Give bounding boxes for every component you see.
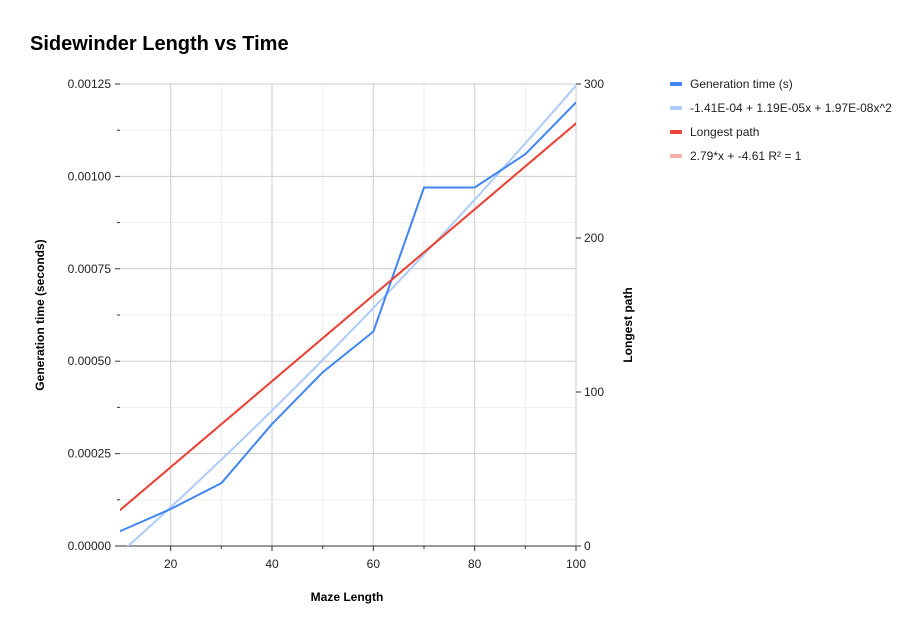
series-group bbox=[120, 84, 576, 546]
y-tick-label: 0.00025 bbox=[68, 447, 112, 461]
x-tick-label: 80 bbox=[468, 557, 482, 571]
y2-axis-title: Longest path bbox=[621, 287, 635, 362]
generation-time-line bbox=[120, 101, 576, 533]
x-tick-label: 20 bbox=[164, 557, 178, 571]
longest-path-line bbox=[120, 122, 576, 512]
y-tick-label: 0.00125 bbox=[68, 77, 112, 91]
y2-tick-label: 100 bbox=[584, 385, 604, 399]
legend-label: Longest path bbox=[690, 125, 759, 139]
legend-swatch bbox=[670, 130, 682, 134]
y-tick-label: 0.00100 bbox=[68, 169, 112, 183]
x-tick-label: 40 bbox=[265, 557, 279, 571]
legend-swatch bbox=[670, 82, 682, 86]
x-tick-label: 100 bbox=[566, 557, 586, 571]
legend: Generation time (s) -1.41E-04 + 1.19E-05x… bbox=[670, 77, 892, 163]
plot-area bbox=[120, 84, 576, 546]
y-tick-label: 0.00075 bbox=[68, 262, 112, 276]
y2-tick-label: 0 bbox=[584, 539, 591, 553]
axes: 0.00000 0.00025 0.00050 0.00075 0.00100 0.001… bbox=[68, 77, 605, 571]
legend-swatch bbox=[670, 106, 682, 110]
grid bbox=[120, 83, 577, 547]
chart-title: Sidewinder Length vs Time bbox=[30, 33, 289, 55]
y-tick-label: 0.00050 bbox=[68, 354, 112, 368]
generation-time-trendline bbox=[126, 84, 576, 546]
x-tick-label: 60 bbox=[367, 557, 381, 571]
x-axis-title: Maze Length bbox=[311, 590, 384, 604]
y2-tick-label: 200 bbox=[584, 231, 604, 245]
y-axis-title: Generation time (seconds) bbox=[33, 239, 47, 390]
legend-label: -1.41E-04 + 1.19E-05x + 1.97E-08x^2 bbox=[690, 101, 892, 115]
legend-label: Generation time (s) bbox=[690, 77, 793, 91]
y-tick-label: 0.00000 bbox=[68, 539, 112, 553]
legend-swatch bbox=[670, 154, 682, 158]
legend-label: 2.79*x + -4.61 R² = 1 bbox=[690, 149, 802, 163]
y2-tick-label: 300 bbox=[584, 77, 604, 91]
